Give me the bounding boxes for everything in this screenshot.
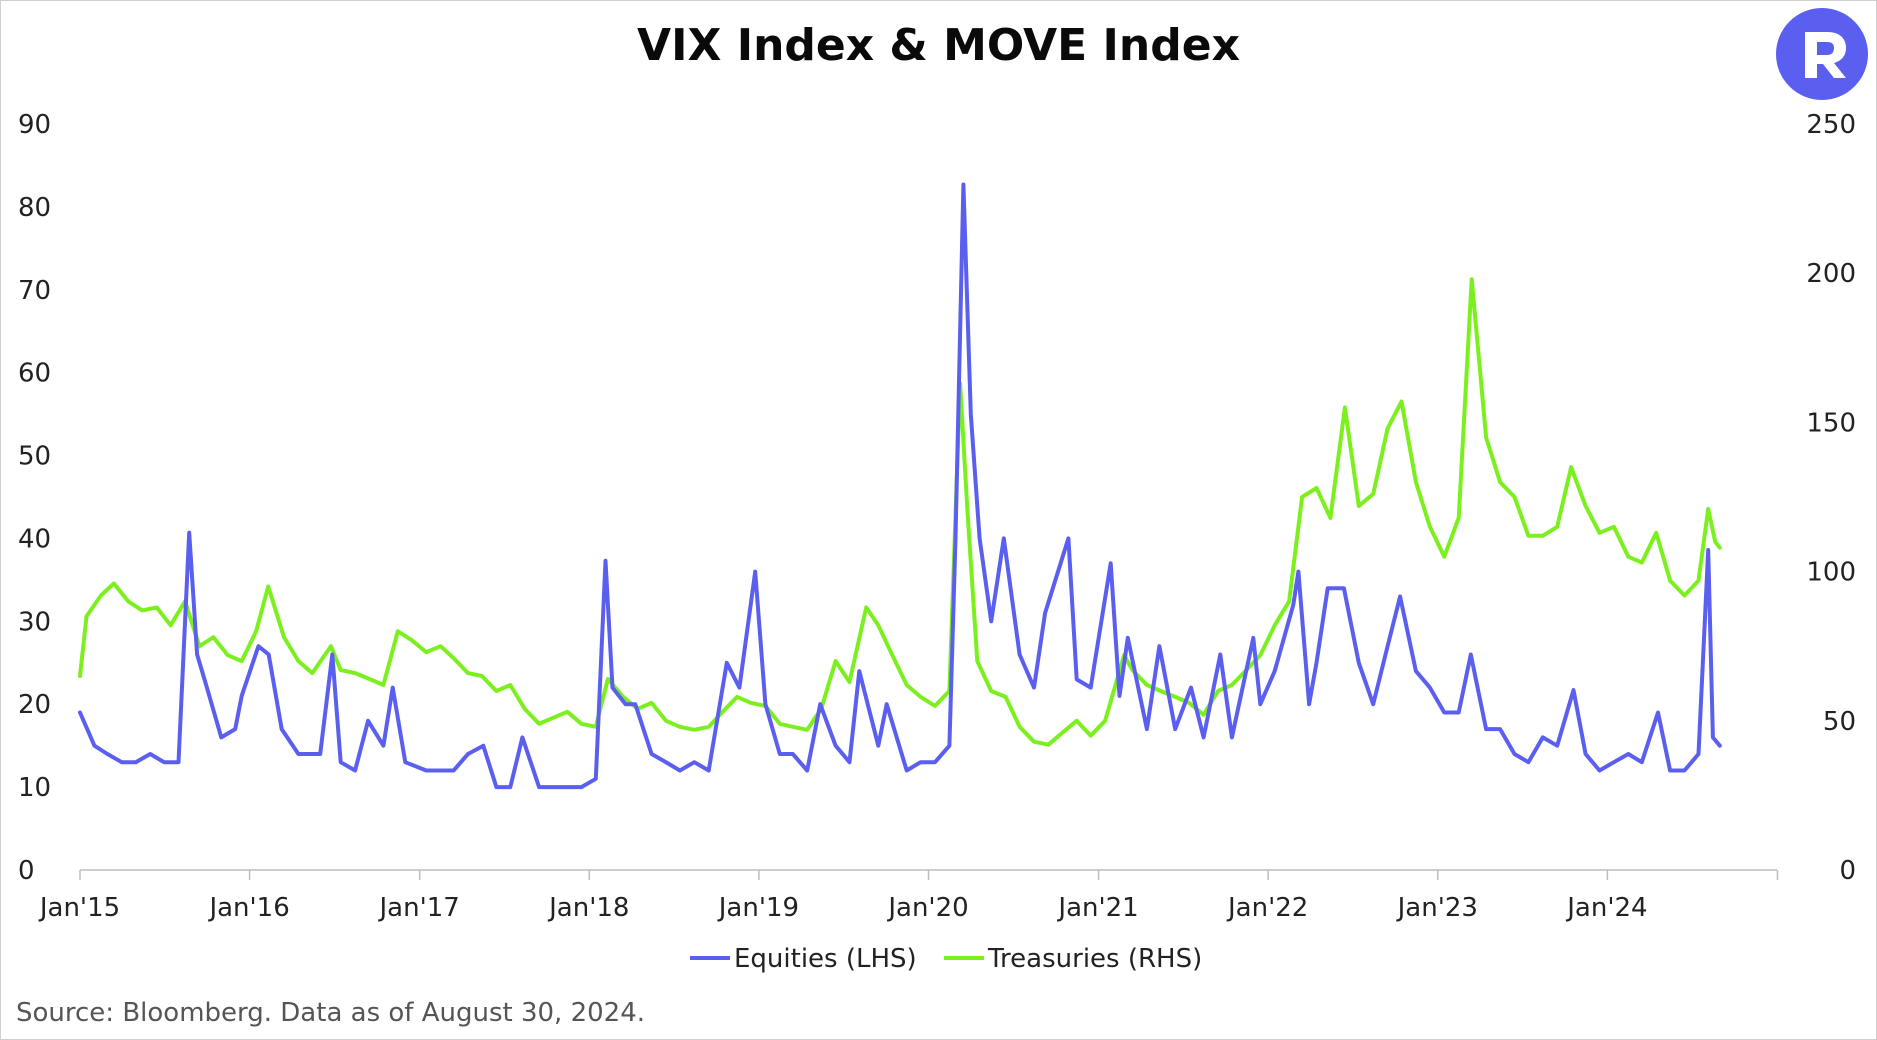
left-tick-label: 0 <box>18 856 35 886</box>
left-tick-label: 20 <box>18 690 51 720</box>
right-tick-label: 100 <box>1806 558 1856 588</box>
equities-series-line <box>78 182 1722 790</box>
left-tick-label: 30 <box>18 607 51 637</box>
chart-title: VIX Index & MOVE Index <box>637 20 1240 71</box>
legend-equities-label: Equities (LHS) <box>734 944 917 974</box>
x-axis: Jan'15 Jan'16 Jan'17 Jan'18 Jan'19 Jan'20 Jan'… <box>38 869 1779 923</box>
treasuries-series-line <box>78 277 1722 747</box>
right-tick-label: 200 <box>1806 259 1856 289</box>
x-tick-label: Jan'18 <box>547 893 629 923</box>
x-tick-label: Jan'17 <box>378 893 460 923</box>
plot-area <box>78 182 1722 790</box>
x-tick-label: Jan'15 <box>38 893 120 923</box>
x-tick-label: Jan'24 <box>1565 893 1647 923</box>
x-tick-label: Jan'22 <box>1226 893 1308 923</box>
left-tick-label: 90 <box>18 110 51 140</box>
x-tick-label: Jan'16 <box>207 893 289 923</box>
brand-logo-icon <box>1776 8 1868 100</box>
left-axis: 0 10 20 30 40 50 60 70 80 90 <box>18 110 51 886</box>
left-tick-label: 60 <box>18 359 51 389</box>
left-tick-label: 70 <box>18 276 51 306</box>
legend-treasuries-label: Treasuries (RHS) <box>987 944 1202 974</box>
x-tick-label: Jan'23 <box>1396 893 1478 923</box>
right-tick-label: 0 <box>1839 856 1856 886</box>
x-tick-label: Jan'19 <box>717 893 799 923</box>
x-tick-label: Jan'20 <box>886 893 968 923</box>
right-tick-label: 50 <box>1823 707 1856 737</box>
left-tick-label: 40 <box>18 524 51 554</box>
legend: Equities (LHS) Treasuries (RHS) <box>690 944 1202 974</box>
left-tick-label: 50 <box>18 442 51 472</box>
left-tick-label: 80 <box>18 193 51 223</box>
source-note: Source: Bloomberg. Data as of August 30,… <box>16 998 646 1028</box>
right-axis: 0 50 100 150 200 250 <box>1806 110 1856 886</box>
left-tick-label: 10 <box>18 773 51 803</box>
x-tick-label: Jan'21 <box>1056 893 1138 923</box>
right-tick-label: 150 <box>1806 408 1856 438</box>
right-tick-label: 250 <box>1806 110 1856 140</box>
